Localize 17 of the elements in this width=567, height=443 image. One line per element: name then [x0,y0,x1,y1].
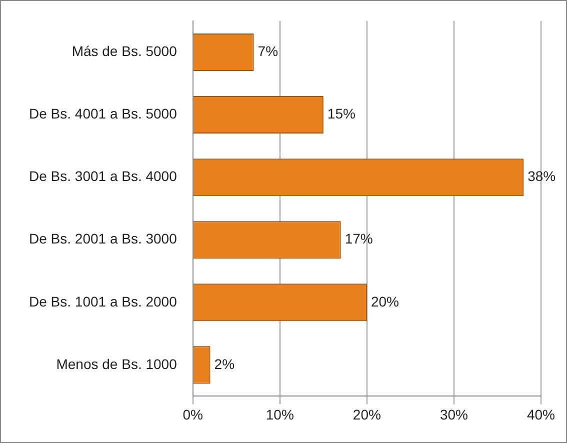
x-tick-label: 40% [526,406,556,422]
data-label: 15% [327,106,356,122]
x-tick-label: 20% [352,406,381,422]
x-tick-label: 0% [182,406,203,422]
x-tick-label: 30% [440,406,468,422]
data-label: 2% [214,356,235,372]
data-label: 17% [344,230,373,247]
y-tick-label: Más de Bs. 5000 [72,43,178,60]
data-label: 20% [370,293,399,310]
y-tick-label: De Bs. 3001 a Bs. 4000 [29,168,178,184]
y-tick-label: De Bs. 1001 a Bs. 2000 [29,293,178,310]
y-tick-label: De Bs. 2001 a Bs. 3000 [29,230,178,247]
data-label: 38% [528,168,556,184]
y-tick-label: De Bs. 4001 a Bs. 5000 [29,106,178,122]
data-label: 7% [258,43,278,60]
y-tick-label: Menos de Bs. 1000 [56,356,178,372]
x-tick-label: 10% [266,406,294,422]
